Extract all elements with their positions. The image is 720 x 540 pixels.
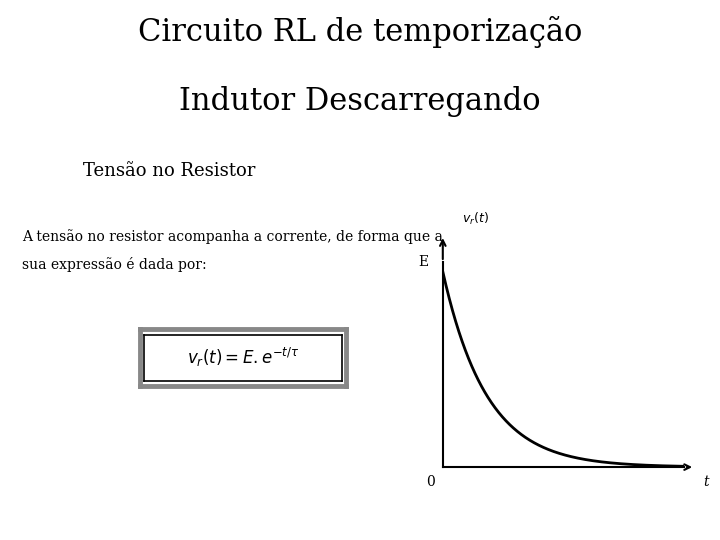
Text: Circuito RL de temporização: Circuito RL de temporização: [138, 16, 582, 48]
Text: $v_r(t)$: $v_r(t)$: [462, 211, 489, 227]
Text: Tensão no Resistor: Tensão no Resistor: [83, 162, 255, 180]
Text: E: E: [418, 255, 428, 269]
Text: t: t: [703, 475, 708, 489]
Text: sua expressão é dada por:: sua expressão é dada por:: [22, 256, 206, 272]
Text: 0: 0: [426, 475, 435, 489]
Text: $v_r(t) = E.e^{-t/\tau}$: $v_r(t) = E.e^{-t/\tau}$: [186, 346, 300, 369]
Text: Indutor Descarregando: Indutor Descarregando: [179, 86, 541, 117]
Text: A tensão no resistor acompanha a corrente, de forma que a: A tensão no resistor acompanha a corrent…: [22, 230, 443, 245]
